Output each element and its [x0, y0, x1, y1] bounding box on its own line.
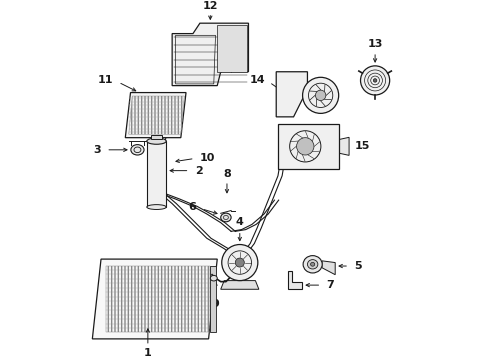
Polygon shape: [172, 23, 248, 86]
Polygon shape: [151, 135, 162, 139]
Circle shape: [296, 138, 314, 155]
Text: 5: 5: [354, 261, 362, 271]
Ellipse shape: [307, 260, 318, 269]
Text: 12: 12: [202, 1, 218, 11]
Polygon shape: [92, 259, 217, 339]
Text: 1: 1: [144, 347, 152, 357]
Ellipse shape: [147, 204, 166, 210]
Polygon shape: [220, 280, 259, 289]
Ellipse shape: [303, 256, 322, 273]
Text: 10: 10: [200, 153, 215, 163]
Text: 14: 14: [249, 76, 265, 85]
Ellipse shape: [147, 138, 166, 144]
Text: 2: 2: [195, 166, 202, 176]
Circle shape: [373, 79, 377, 82]
Text: 15: 15: [354, 141, 369, 151]
Circle shape: [222, 244, 258, 280]
Ellipse shape: [220, 213, 231, 222]
Ellipse shape: [311, 262, 315, 266]
Text: 13: 13: [368, 39, 383, 49]
Ellipse shape: [210, 275, 217, 281]
Circle shape: [303, 77, 339, 113]
Polygon shape: [276, 72, 307, 117]
Polygon shape: [217, 25, 247, 72]
Circle shape: [316, 90, 326, 100]
Polygon shape: [210, 266, 216, 332]
Text: 3: 3: [94, 145, 101, 155]
Ellipse shape: [131, 145, 144, 155]
Polygon shape: [339, 137, 349, 156]
Text: 7: 7: [326, 280, 334, 290]
Text: 11: 11: [98, 76, 113, 85]
Circle shape: [361, 66, 390, 95]
Text: 8: 8: [223, 169, 231, 179]
Polygon shape: [125, 93, 186, 138]
Polygon shape: [289, 271, 302, 289]
Text: 6: 6: [189, 202, 196, 212]
Polygon shape: [278, 124, 339, 169]
Polygon shape: [322, 261, 335, 275]
Text: 4: 4: [236, 217, 244, 227]
Text: 9: 9: [212, 299, 220, 309]
Polygon shape: [147, 141, 166, 207]
Circle shape: [235, 258, 245, 267]
